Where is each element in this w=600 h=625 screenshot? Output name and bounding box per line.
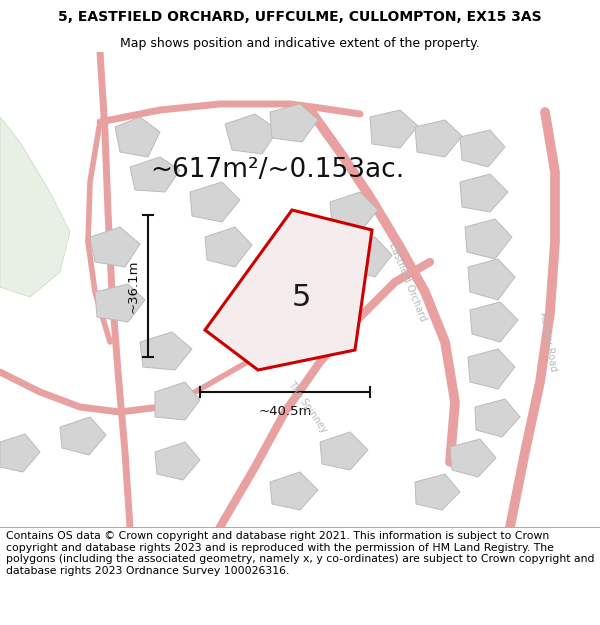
Polygon shape <box>190 182 240 222</box>
Polygon shape <box>465 219 512 259</box>
Text: Map shows position and indicative extent of the property.: Map shows position and indicative extent… <box>120 38 480 51</box>
Polygon shape <box>460 130 505 167</box>
Text: ~36.1m: ~36.1m <box>127 259 140 312</box>
Polygon shape <box>155 382 200 420</box>
Text: 5, EASTFIELD ORCHARD, UFFCULME, CULLOMPTON, EX15 3AS: 5, EASTFIELD ORCHARD, UFFCULME, CULLOMPT… <box>58 11 542 24</box>
Polygon shape <box>450 439 496 477</box>
Polygon shape <box>90 227 140 267</box>
Polygon shape <box>468 349 515 389</box>
Text: ~617m²/~0.153ac.: ~617m²/~0.153ac. <box>150 157 404 183</box>
Polygon shape <box>415 474 460 510</box>
Text: Ashley Road: Ashley Road <box>538 311 558 372</box>
Polygon shape <box>155 442 200 480</box>
Polygon shape <box>115 117 160 157</box>
Polygon shape <box>95 284 145 322</box>
Polygon shape <box>470 302 518 342</box>
Polygon shape <box>60 417 106 455</box>
Polygon shape <box>270 104 318 142</box>
Polygon shape <box>140 332 192 370</box>
Polygon shape <box>468 259 515 300</box>
Polygon shape <box>415 120 462 157</box>
Text: ~40.5m: ~40.5m <box>259 405 311 418</box>
Polygon shape <box>330 192 378 232</box>
Polygon shape <box>205 227 252 267</box>
Text: Contains OS data © Crown copyright and database right 2021. This information is : Contains OS data © Crown copyright and d… <box>6 531 595 576</box>
Polygon shape <box>345 237 392 277</box>
Polygon shape <box>320 432 368 470</box>
Text: The Spinney: The Spinney <box>287 379 329 435</box>
Polygon shape <box>225 114 278 154</box>
Polygon shape <box>460 174 508 212</box>
Text: Eastfield Orchard: Eastfield Orchard <box>388 241 428 323</box>
Polygon shape <box>205 210 372 370</box>
Polygon shape <box>0 117 70 297</box>
Polygon shape <box>0 434 40 472</box>
Polygon shape <box>130 157 180 192</box>
Polygon shape <box>475 399 520 437</box>
Polygon shape <box>370 110 418 148</box>
Polygon shape <box>270 472 318 510</box>
Text: 5: 5 <box>292 284 311 312</box>
